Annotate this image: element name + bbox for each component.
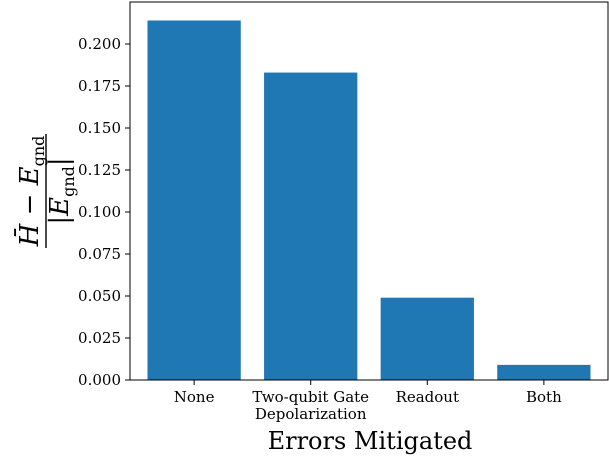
x-tick-label: None [174,388,215,406]
bar [380,297,474,380]
y-axis-ticks: 0.000 0.025 0.050 0.075 0.100 0.125 0.150 0.175… [78,35,130,389]
y-axis-title: H̄ − Egnd |Egnd| [13,134,78,248]
y-tick-label: 0.075 [78,245,121,263]
y-tick-label: 0.100 [78,203,121,221]
x-tick-label: Depolarization [255,405,367,423]
y-axis-title-denominator: |Egnd| [45,157,78,224]
bar [497,364,591,380]
y-tick-label: 0.000 [78,371,121,389]
y-tick-label: 0.125 [78,161,121,179]
x-tick-label: Two-qubit Gate [252,388,369,406]
x-tick-label: Readout [396,388,459,406]
bar [147,20,241,380]
x-tick-label: Both [526,388,562,406]
bar [264,72,358,380]
y-tick-label: 0.150 [78,119,121,137]
y-tick-label: 0.200 [78,35,121,53]
plot-frame [129,1,609,381]
y-tick-label: 0.175 [78,77,121,95]
y-tick-label: 0.025 [78,329,121,347]
bars [147,20,591,380]
y-tick-label: 0.050 [78,287,121,305]
y-axis-title-numerator: H̄ − Egnd [13,136,48,248]
x-axis-title: Errors Mitigated [268,427,473,455]
